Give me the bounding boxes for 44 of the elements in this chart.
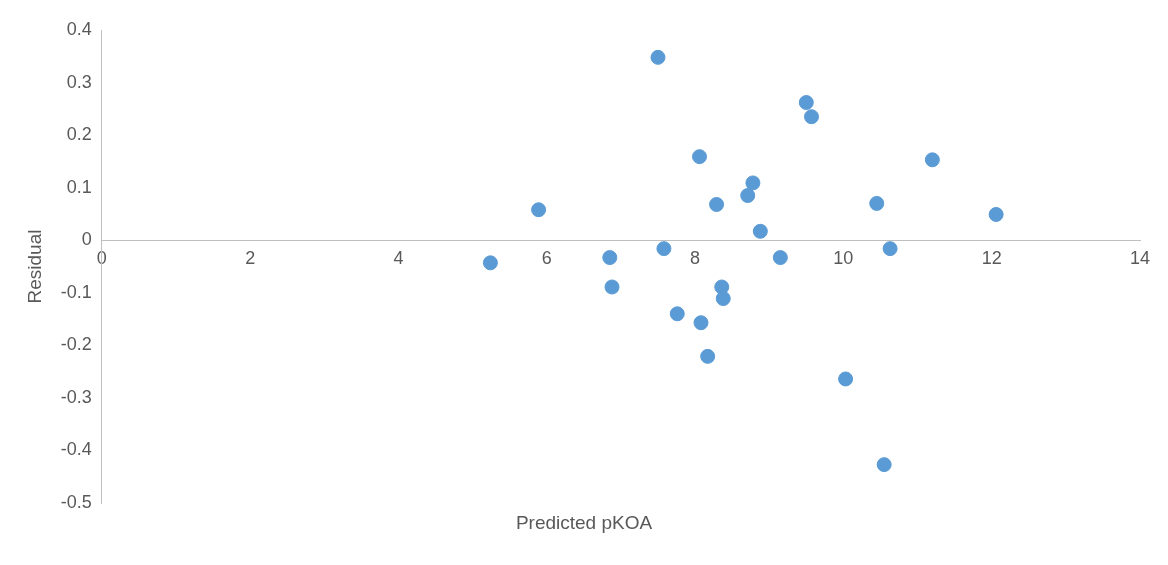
- x-tick-label: 12: [981, 247, 1002, 268]
- point: [650, 49, 666, 65]
- point: [740, 188, 756, 204]
- point: [693, 315, 709, 331]
- y-tick-label: -0.4: [60, 439, 92, 460]
- x-axis-title: Predicted pKOA: [514, 512, 654, 534]
- y-tick-label: 0.1: [66, 176, 92, 197]
- point: [709, 196, 725, 212]
- point: [656, 241, 672, 257]
- y-tick-label: -0.1: [60, 281, 92, 302]
- point: [745, 175, 761, 191]
- point: [869, 195, 885, 211]
- y-tick-label: 0.4: [66, 18, 92, 39]
- x-tick-label: 4: [393, 247, 404, 268]
- x-tick-label: 6: [541, 247, 552, 268]
- y-tick-label: -0.2: [60, 334, 92, 355]
- x-tick-label: 2: [245, 247, 256, 268]
- y-tick-label: 0: [81, 229, 92, 250]
- y-tick-label: -0.5: [60, 491, 92, 512]
- y-tick-label: 0.2: [66, 124, 92, 145]
- point: [700, 348, 716, 364]
- point: [692, 149, 708, 165]
- point: [882, 241, 898, 257]
- x-tick-label: 8: [690, 247, 701, 268]
- point: [772, 250, 788, 266]
- x-tick-label: 14: [1129, 247, 1151, 268]
- point: [669, 306, 685, 322]
- y-axis-title: Residual: [23, 229, 45, 304]
- y-tick-label: 0.3: [66, 71, 92, 92]
- y-tick-label: -0.3: [60, 386, 92, 407]
- point: [602, 250, 618, 266]
- point: [798, 95, 814, 111]
- point: [531, 202, 547, 218]
- point: [876, 457, 892, 473]
- point: [803, 109, 819, 125]
- point: [752, 223, 768, 239]
- point: [715, 291, 731, 307]
- x-tick-label: 0: [96, 247, 107, 268]
- point: [838, 371, 854, 387]
- point: [988, 206, 1004, 222]
- point: [482, 255, 498, 271]
- point: [924, 152, 940, 168]
- x-tick-label: 10: [833, 247, 854, 268]
- point: [604, 279, 620, 295]
